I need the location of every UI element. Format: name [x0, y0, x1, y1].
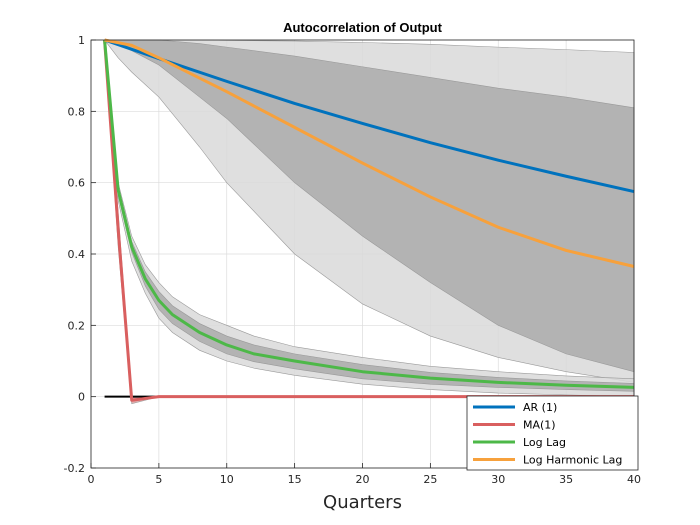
series-lines	[103, 38, 635, 402]
y-tick-label: 0.2	[68, 319, 86, 332]
x-tick-label: 15	[288, 473, 302, 486]
series-line-3	[103, 39, 635, 389]
x-tick-label: 40	[627, 473, 641, 486]
confidence-bands	[103, 39, 635, 405]
y-tick-label: 0.8	[68, 105, 86, 118]
axis-ticks: 0 5 10 15 20 25 30 35 40-0.200.20.40.60.81	[64, 34, 641, 486]
y-tick-label: 0.4	[68, 248, 86, 261]
series-line-4	[104, 38, 635, 268]
y-tick-label: 1	[78, 34, 85, 47]
legend-entry-2: MA(1)	[523, 419, 556, 432]
x-tick-label: 10	[220, 473, 234, 486]
y-tick-label: -0.2	[64, 462, 85, 475]
x-tick-label: 5	[155, 473, 162, 486]
x-tick-label: 20	[356, 473, 370, 486]
y-tick-label: 0	[78, 391, 85, 404]
legend-entry-1: AR (1)	[523, 401, 557, 414]
legend-entry-3: Log Lag	[523, 436, 566, 449]
legend-entry-4: Log Harmonic Lag	[523, 454, 622, 467]
x-tick-label: 35	[559, 473, 573, 486]
y-tick-label: 0.6	[68, 177, 86, 190]
legend: AR (1) MA(1) Log Lag Log Harmonic Lag	[466, 395, 639, 471]
x-tick-label: 0	[88, 473, 95, 486]
x-tick-label: 30	[491, 473, 505, 486]
x-axis-label: Quarters	[323, 492, 402, 513]
x-tick-label: 25	[423, 473, 437, 486]
series-line-1	[104, 38, 635, 194]
ma-band	[104, 39, 159, 405]
chart-title: Autocorrelation of Output	[283, 20, 443, 35]
